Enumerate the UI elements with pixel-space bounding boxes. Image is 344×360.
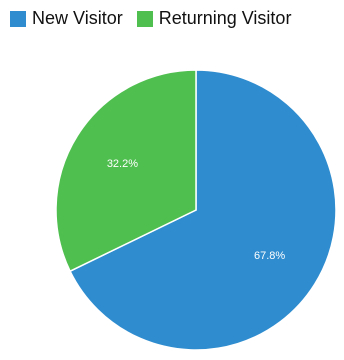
legend-label-new-visitor: New Visitor bbox=[32, 8, 123, 28]
legend-label-returning-visitor: Returning Visitor bbox=[158, 8, 292, 28]
legend-item-returning-visitor[interactable]: Returning Visitor bbox=[136, 8, 292, 29]
legend-swatch-returning-visitor bbox=[136, 10, 153, 27]
pie-slice-new-visitor[interactable] bbox=[69, 69, 337, 351]
chart-legend: New Visitor Returning Visitor bbox=[10, 8, 291, 29]
legend-swatch-new-visitor bbox=[10, 10, 26, 27]
legend-item-new-visitor[interactable]: New Visitor bbox=[10, 8, 123, 29]
pie-label-returning-visitor: 32.2% bbox=[107, 158, 138, 170]
pie-slice-returning-visitor[interactable] bbox=[55, 69, 197, 273]
pie-label-new-visitor: 67.8% bbox=[254, 250, 285, 262]
